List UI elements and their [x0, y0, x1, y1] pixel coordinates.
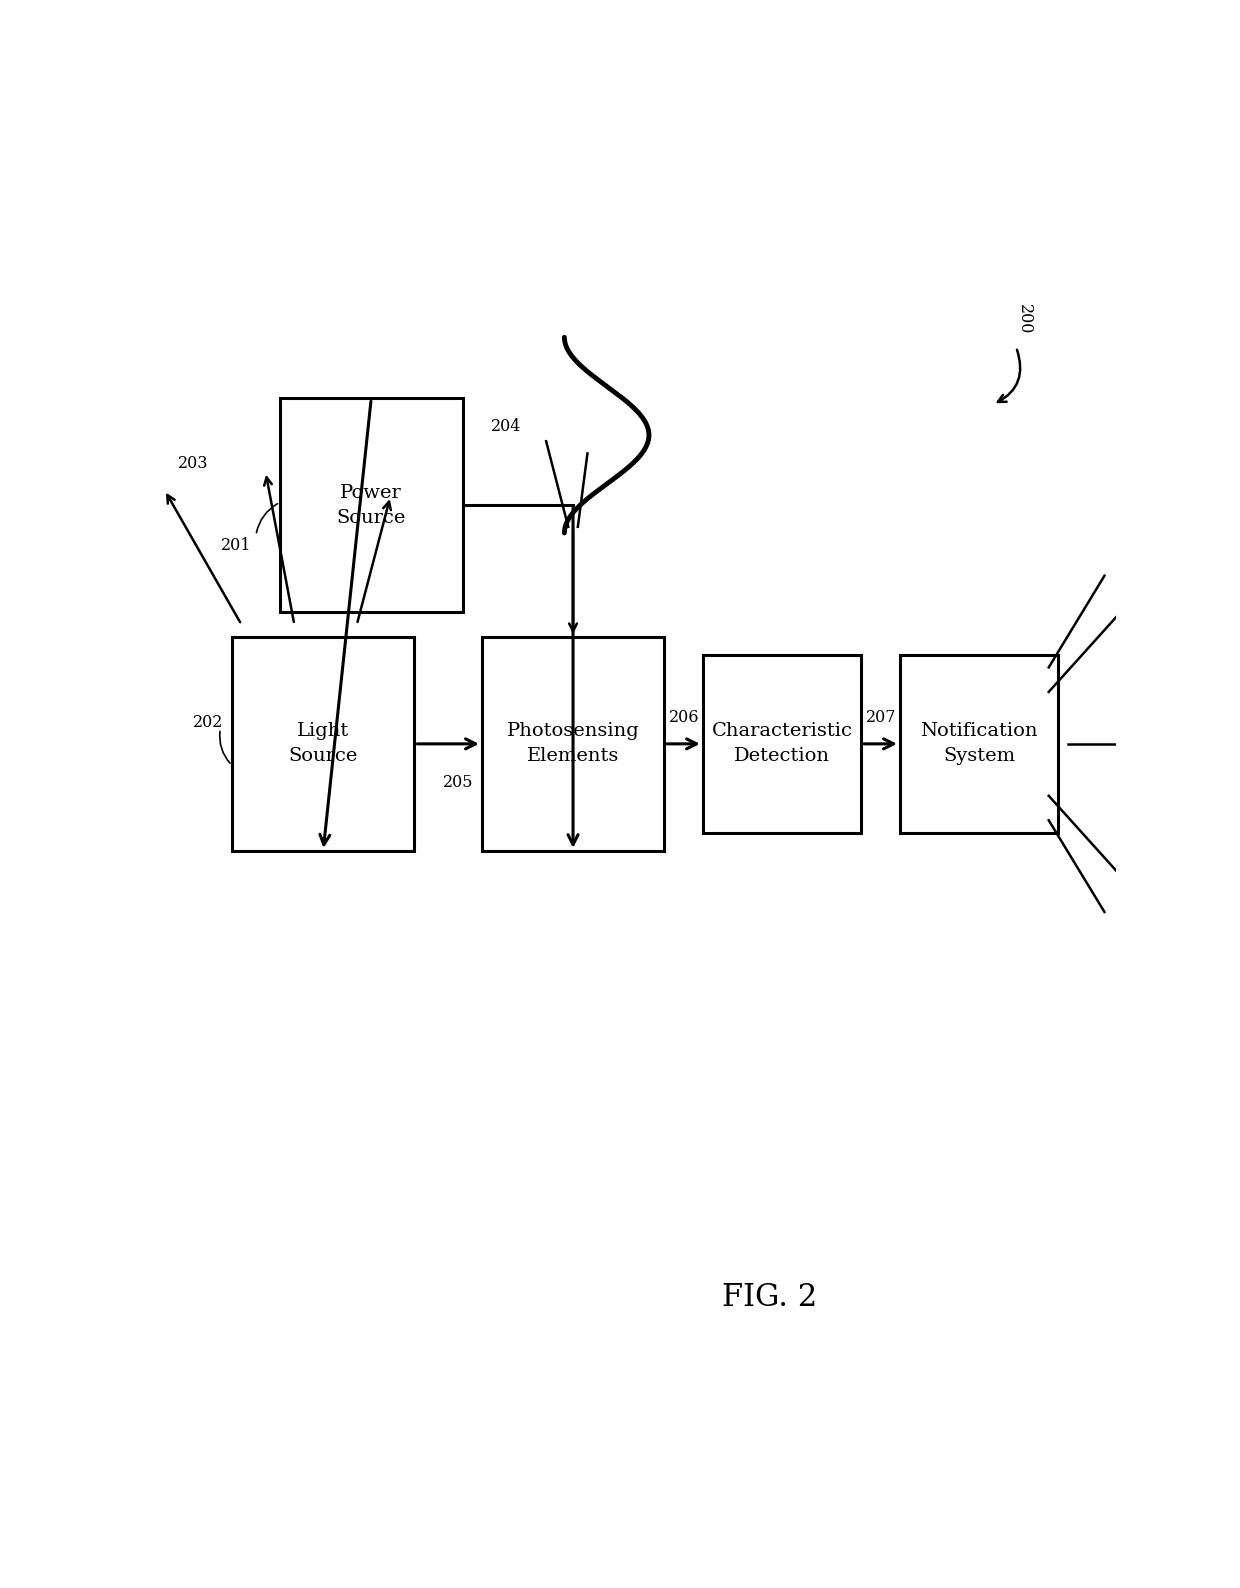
FancyBboxPatch shape	[900, 656, 1059, 832]
Text: 202: 202	[192, 715, 223, 730]
Text: 207: 207	[866, 708, 897, 726]
Text: 206: 206	[670, 708, 699, 726]
FancyBboxPatch shape	[703, 656, 862, 832]
FancyBboxPatch shape	[481, 637, 665, 851]
Text: FIG. 2: FIG. 2	[723, 1282, 817, 1313]
FancyBboxPatch shape	[232, 637, 414, 851]
Text: Light
Source: Light Source	[289, 723, 358, 765]
Text: Power
Source: Power Source	[336, 484, 405, 527]
Text: Notification
System: Notification System	[920, 723, 1038, 765]
Text: Photosensing
Elements: Photosensing Elements	[507, 723, 640, 765]
Text: 201: 201	[222, 537, 252, 554]
Text: 205: 205	[443, 775, 472, 791]
Text: Characteristic
Detection: Characteristic Detection	[712, 723, 853, 765]
Text: 204: 204	[491, 418, 521, 435]
FancyBboxPatch shape	[280, 399, 463, 613]
Text: 200: 200	[1017, 303, 1033, 333]
Text: 203: 203	[179, 454, 208, 472]
